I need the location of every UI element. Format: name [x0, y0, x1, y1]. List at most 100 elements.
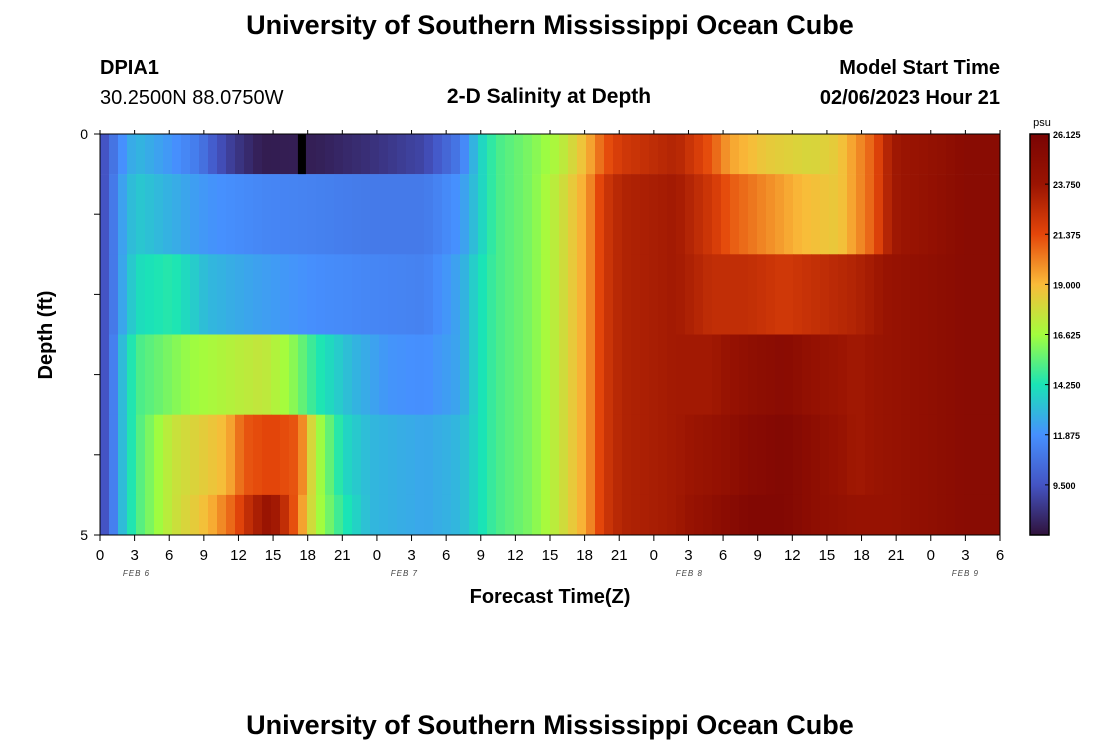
heatmap-cell [829, 334, 839, 415]
heatmap-cell [343, 174, 353, 255]
heatmap-cell [253, 494, 263, 536]
heatmap-cell [316, 334, 326, 415]
heatmap-cell [154, 254, 164, 335]
heatmap-cell [523, 254, 533, 335]
heatmap-cell [667, 174, 677, 255]
heatmap-cell [199, 334, 209, 415]
heatmap-cell [964, 174, 974, 255]
heatmap-cell [586, 494, 596, 536]
heatmap-cell [388, 494, 398, 536]
heatmap-cell [865, 134, 875, 175]
x-tick-label: 6 [165, 547, 173, 564]
heatmap-cell [136, 134, 146, 175]
heatmap-cell [541, 254, 551, 335]
heatmap-cell [262, 494, 272, 536]
heatmap-cell [694, 414, 704, 496]
heatmap-cell [622, 334, 632, 415]
heatmap-cell [280, 134, 290, 175]
heatmap-cell [703, 414, 713, 496]
heatmap-cell [100, 174, 110, 255]
heatmap-cell [910, 174, 920, 255]
heatmap-cell [172, 254, 182, 335]
heatmap-cell [910, 254, 920, 335]
heatmap-cell [460, 254, 470, 335]
heatmap-cell [865, 174, 875, 255]
heatmap-cell [487, 174, 497, 255]
heatmap-cell [469, 134, 479, 175]
heatmap-cell [451, 334, 461, 415]
heatmap-cell [865, 334, 875, 415]
heatmap-cell [820, 254, 830, 335]
heatmap-cell [811, 174, 821, 255]
heatmap-cell [649, 414, 659, 496]
heatmap-cell [397, 254, 407, 335]
heatmap-cell [352, 254, 362, 335]
heatmap-cell [199, 494, 209, 536]
heatmap-cell [370, 174, 380, 255]
x-tick-label: 12 [507, 547, 524, 564]
heatmap-cell [478, 334, 488, 415]
heatmap-cell [604, 494, 614, 536]
heatmap-cell [685, 494, 695, 536]
heatmap-cell [748, 134, 758, 175]
heatmap-cell [694, 494, 704, 536]
heatmap-cell [343, 494, 353, 536]
heatmap-cell [469, 334, 479, 415]
heatmap-cell [289, 414, 299, 496]
heatmap-cell [613, 174, 623, 255]
heatmap-cell [550, 134, 560, 175]
heatmap-cell [820, 134, 830, 175]
heatmap-cell [820, 414, 830, 496]
heatmap-cell [676, 334, 686, 415]
heatmap-cell [577, 494, 587, 536]
heatmap-cell [406, 414, 416, 496]
x-tick-label: 21 [334, 547, 351, 564]
heatmap-cell [514, 174, 524, 255]
heatmap-cell [658, 254, 668, 335]
x-axis: 0 3 6 9 12 15 18 21 0 3 6 9 12 15 18 21 0 3 6 9 12 15 18 21 0 3 6 [96, 130, 1004, 564]
heatmap-cell [370, 334, 380, 415]
heatmap-cell [658, 494, 668, 536]
heatmap-cell [370, 414, 380, 496]
heatmap-cell [397, 414, 407, 496]
heatmap-cell [145, 134, 155, 175]
heatmap-cell [973, 334, 983, 415]
heatmap-cell [982, 334, 992, 415]
heatmap-cell [253, 414, 263, 496]
heatmap-cell [595, 334, 605, 415]
heatmap-cell [775, 174, 785, 255]
heatmap-cell [694, 334, 704, 415]
heatmap-cell [874, 174, 884, 255]
heatmap-cell [955, 254, 965, 335]
heatmap-cell [874, 414, 884, 496]
heatmap-cell [298, 334, 308, 415]
heatmap-cell [505, 254, 515, 335]
heatmap-cell [217, 414, 227, 496]
heatmap-cell [757, 174, 767, 255]
heatmap-cell [163, 334, 173, 415]
heatmap-cell [208, 254, 218, 335]
heatmap-cell [739, 254, 749, 335]
heatmap-cell [118, 494, 128, 536]
heatmap-cell [226, 174, 236, 255]
heatmap-cell [622, 494, 632, 536]
heatmap-cell [541, 494, 551, 536]
heatmap-cell [271, 174, 281, 255]
heatmap-cell [100, 414, 110, 496]
heatmap-cell [451, 254, 461, 335]
heatmap-cell [928, 254, 938, 335]
heatmap-cell [208, 414, 218, 496]
heatmap-cell [289, 334, 299, 415]
heatmap-cell [604, 174, 614, 255]
heatmap-cell [208, 334, 218, 415]
heatmap-cell [316, 174, 326, 255]
heatmap-cell [181, 334, 191, 415]
heatmap-cell [910, 334, 920, 415]
heatmap-cell [253, 134, 263, 175]
heatmap-cell [838, 174, 848, 255]
heatmap-cell [784, 414, 794, 496]
heatmap-cell [919, 134, 929, 175]
x-tick-label: 3 [684, 547, 692, 564]
heatmap-cell [208, 134, 218, 175]
